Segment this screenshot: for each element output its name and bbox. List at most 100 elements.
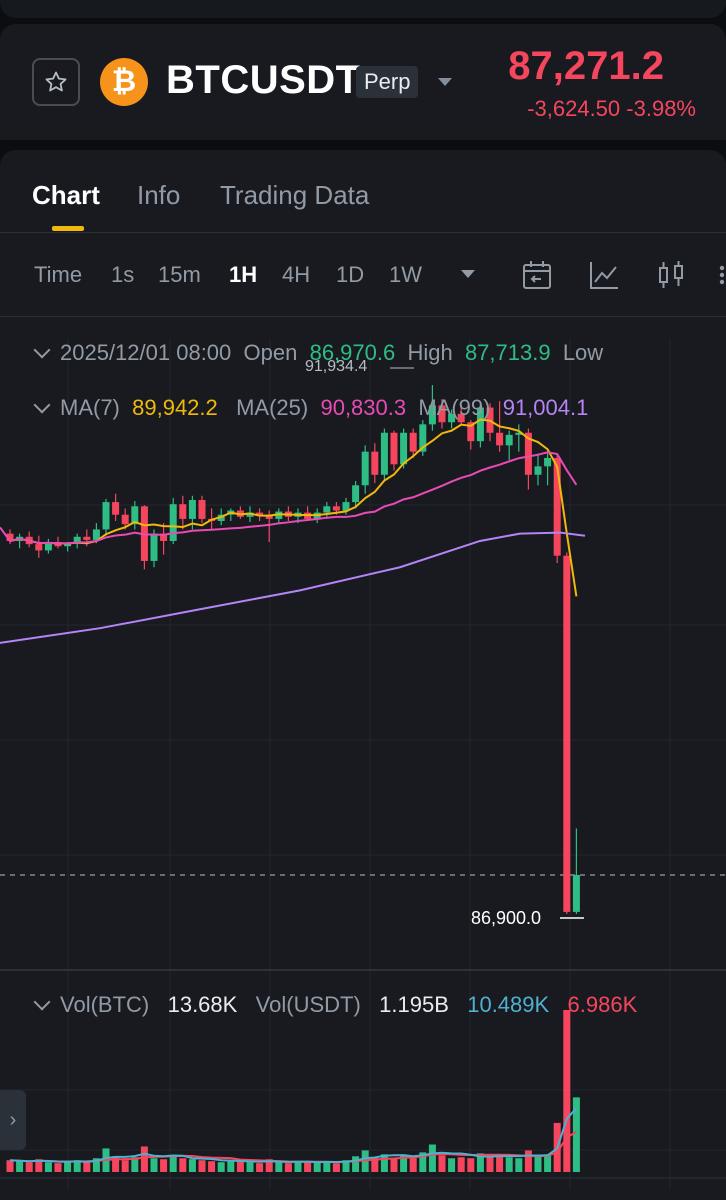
volume-bar xyxy=(150,1158,158,1172)
volume-bar xyxy=(265,1159,273,1172)
candle-body xyxy=(457,413,465,423)
candle-body xyxy=(131,506,139,525)
volume-bar xyxy=(572,1097,580,1172)
timeframe-1h[interactable]: 1H xyxy=(229,262,258,287)
price-change: -3,624.50 -3.98% xyxy=(527,96,696,122)
ohlc-date: 2025/12/01 08:00 xyxy=(60,340,232,365)
favorite-button[interactable] xyxy=(32,58,80,106)
ma99-label: MA(99) xyxy=(418,395,491,420)
candle-body xyxy=(553,457,561,556)
volume-bar xyxy=(275,1162,283,1172)
ma99-value: 91,004.1 xyxy=(502,395,589,420)
volume-bar xyxy=(563,1010,571,1172)
volume-bar xyxy=(208,1161,216,1172)
volume-bar xyxy=(400,1155,408,1172)
volume-bar xyxy=(227,1160,235,1172)
candle-body xyxy=(476,407,484,442)
timeframe-more-icon[interactable] xyxy=(461,270,475,278)
volume-ma1-line xyxy=(9,1107,578,1164)
ma25-label: MA(25) xyxy=(236,395,309,420)
expand-sidebar-button[interactable]: › xyxy=(0,1090,26,1150)
price-chart[interactable] xyxy=(0,300,726,1200)
volume-bar xyxy=(160,1159,168,1172)
candle-body xyxy=(102,502,110,530)
timeframe-1w[interactable]: 1W xyxy=(389,262,422,287)
candle-body xyxy=(256,512,264,515)
candle-body xyxy=(524,432,532,475)
low-marker-label: 86,900.0 xyxy=(471,908,542,928)
toolbar-divider xyxy=(0,316,726,317)
high-marker-label: 91,934.4 xyxy=(305,358,368,375)
more-icon[interactable] xyxy=(716,258,726,292)
candle-body xyxy=(380,432,388,475)
volume-bar xyxy=(121,1160,129,1172)
candle-body xyxy=(505,434,513,446)
calendar-icon[interactable] xyxy=(520,258,554,292)
low-label: Low xyxy=(562,340,604,365)
candle-body xyxy=(169,504,177,541)
candle-body xyxy=(150,533,158,561)
candle-body xyxy=(352,485,360,503)
candle-body xyxy=(390,432,398,465)
candle-body xyxy=(179,504,187,519)
volume-bar xyxy=(284,1163,292,1172)
volume-bar xyxy=(35,1159,43,1172)
symbol-name[interactable]: BTCUSDT xyxy=(166,58,361,102)
candlestick-icon[interactable] xyxy=(654,258,688,292)
candle-body xyxy=(44,542,52,551)
contract-type-badge: Perp xyxy=(356,66,419,98)
ohlc-info: 2025/12/01 08:00 Open 86,970.6 High 87,7… xyxy=(33,340,604,366)
candle-body xyxy=(515,432,523,435)
volume-bar xyxy=(304,1162,312,1172)
line-chart-icon[interactable] xyxy=(587,258,621,292)
candle-body xyxy=(92,529,100,540)
ma99-line xyxy=(0,531,586,644)
active-tab-indicator xyxy=(52,226,84,231)
volume-bar xyxy=(486,1156,494,1172)
candle-body xyxy=(572,874,580,912)
vol-btc-value: 13.68K xyxy=(167,992,238,1017)
candle-body xyxy=(6,533,14,541)
volume-bar xyxy=(83,1161,91,1172)
candle-body xyxy=(409,432,417,452)
timeframe-1s[interactable]: 1s xyxy=(111,262,135,287)
candle-body xyxy=(188,499,196,519)
chevron-down-icon[interactable] xyxy=(33,993,51,1011)
candle-body xyxy=(160,533,168,541)
timeframe-time[interactable]: Time xyxy=(34,262,83,287)
volume-bar xyxy=(544,1154,552,1172)
change-abs: -3,624.50 xyxy=(527,96,621,121)
vol-usdt-label: Vol(USDT) xyxy=(255,992,361,1017)
bitcoin-icon: ₿ xyxy=(100,58,148,106)
candle-body xyxy=(83,536,91,540)
volume-bar xyxy=(64,1162,72,1172)
high-label: High xyxy=(407,340,453,365)
candle-body xyxy=(73,536,81,544)
chevron-right-icon: › xyxy=(9,1108,17,1131)
timeframe-1d[interactable]: 1D xyxy=(336,262,365,287)
volume-bar xyxy=(534,1156,542,1172)
candle-body xyxy=(534,466,542,475)
tab-info[interactable]: Info xyxy=(137,180,181,210)
timeframe-4h[interactable]: 4H xyxy=(282,262,311,287)
volume-bar xyxy=(256,1163,264,1172)
volume-bar xyxy=(188,1159,196,1172)
ma25-value: 90,830.3 xyxy=(320,395,407,420)
volume-bar xyxy=(169,1156,177,1172)
volume-bar xyxy=(332,1163,340,1172)
candle-body xyxy=(265,514,273,519)
tab-chart[interactable]: Chart xyxy=(32,180,100,210)
volume-bar xyxy=(179,1158,187,1172)
volume-bar xyxy=(92,1158,100,1172)
candle-body xyxy=(438,405,446,423)
candle-body xyxy=(198,499,206,519)
chevron-down-icon[interactable] xyxy=(33,396,51,414)
candle-body xyxy=(371,451,379,475)
chevron-down-icon[interactable] xyxy=(33,341,51,359)
candle-body xyxy=(419,424,427,452)
timeframe-15m[interactable]: 15m xyxy=(158,262,201,287)
open-value: 86,970.6 xyxy=(309,340,396,365)
tab-trading-data[interactable]: Trading Data xyxy=(220,180,370,210)
candle-body xyxy=(496,432,504,446)
caret-down-icon[interactable] xyxy=(438,78,452,86)
